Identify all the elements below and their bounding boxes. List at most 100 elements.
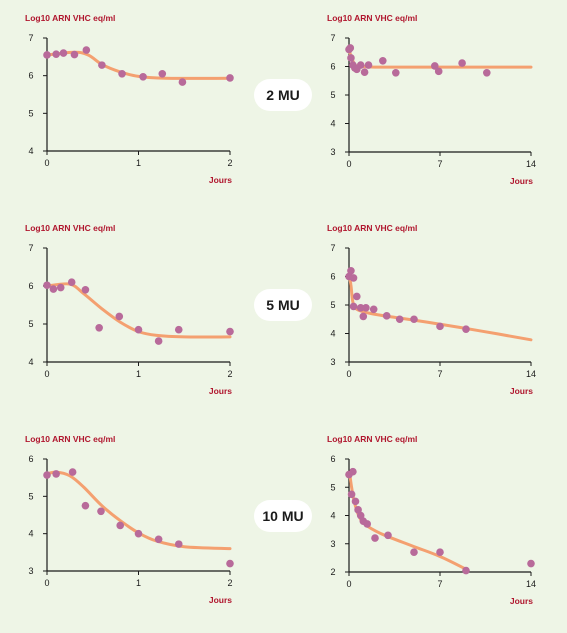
- data-point: [483, 68, 491, 77]
- data-point: [364, 61, 373, 69]
- chart-panel-1: Log10 ARN VHC eq/ml 4 5 6 7 0 1 2 Jours: [25, 13, 234, 185]
- data-point: [118, 69, 126, 78]
- data-point: [139, 72, 147, 81]
- data-point: [43, 51, 51, 59]
- data-point: [363, 520, 372, 528]
- x-tick-label: 1: [136, 158, 141, 168]
- y-tick-label: 6: [330, 62, 335, 72]
- data-point: [154, 337, 163, 345]
- data-point: [226, 327, 234, 336]
- data-point: [81, 286, 90, 294]
- y-tick-label: 6: [330, 454, 335, 464]
- y-axis-title: Log10 ARN VHC eq/ml: [327, 223, 417, 233]
- chart-panel-2: Log10 ARN VHC eq/ml 3 4 5 6 7 0 7 14 Jours: [327, 13, 536, 186]
- x-axis-label: Jours: [209, 386, 232, 396]
- x-tick-label: 14: [526, 579, 536, 589]
- data-point: [347, 490, 356, 499]
- data-point: [436, 548, 444, 557]
- y-tick-label: 3: [330, 539, 335, 549]
- y-axis-title: Log10 ARN VHC eq/ml: [327, 434, 417, 444]
- data-point: [49, 285, 58, 293]
- data-point: [68, 468, 77, 476]
- data-point: [354, 506, 362, 514]
- data-point: [115, 312, 124, 321]
- data-point: [116, 521, 124, 530]
- x-tick-label: 14: [526, 159, 536, 169]
- data-point: [527, 559, 535, 568]
- fit-curve: [45, 282, 232, 339]
- x-tick-label: 7: [437, 579, 442, 589]
- y-tick-label: 7: [28, 33, 33, 43]
- data-point: [362, 304, 370, 312]
- data-point: [410, 315, 418, 324]
- data-point: [52, 50, 60, 58]
- y-axis-title: Log10 ARN VHC eq/ml: [25, 13, 115, 23]
- data-point: [349, 467, 357, 476]
- y-tick-label: 4: [330, 329, 335, 339]
- data-point: [70, 50, 79, 59]
- data-point: [395, 315, 404, 324]
- data-point: [392, 68, 400, 77]
- data-point: [226, 74, 234, 82]
- data-point: [360, 68, 369, 76]
- chart-panel-3: Log10 ARN VHC eq/ml 4 5 6 7 0 1 2 Jours: [25, 223, 234, 396]
- chart-panel-6: Log10 ARN VHC eq/ml 2 3 4 5 6 0 7 14 Jours: [327, 434, 536, 606]
- data-point: [458, 59, 466, 67]
- x-tick-label: 2: [227, 578, 232, 588]
- data-point: [356, 304, 365, 312]
- data-point: [346, 44, 355, 52]
- data-point: [347, 54, 355, 62]
- data-point: [382, 312, 391, 320]
- y-axis-title: Log10 ARN VHC eq/ml: [327, 13, 417, 23]
- data-point: [379, 57, 387, 65]
- data-point: [353, 292, 361, 301]
- y-tick-label: 6: [28, 281, 33, 291]
- x-tick-label: 0: [44, 369, 49, 379]
- y-tick-label: 5: [28, 319, 33, 329]
- y-tick-label: 7: [330, 33, 335, 43]
- x-axis-label: Jours: [510, 596, 533, 606]
- x-tick-label: 2: [227, 369, 232, 379]
- x-tick-label: 1: [136, 578, 141, 588]
- data-point: [52, 470, 60, 478]
- dose-label-5mu: 5 MU: [254, 289, 312, 321]
- data-point: [351, 497, 360, 506]
- dose-label-10mu: 10 MU: [254, 500, 312, 532]
- x-tick-label: 0: [44, 158, 49, 168]
- data-point: [410, 548, 418, 557]
- chart-panel-4: Log10 ARN VHC eq/ml 3 4 5 6 7 0 7 14 Jours: [327, 223, 536, 396]
- data-point: [154, 535, 163, 544]
- chart-panel-5: Log10 ARN VHC eq/ml 3 4 5 6 0 1 2 Jours: [25, 434, 234, 605]
- data-point: [67, 278, 76, 287]
- y-tick-label: 3: [28, 566, 33, 576]
- data-point: [134, 529, 143, 538]
- y-tick-label: 5: [330, 300, 335, 310]
- data-point: [226, 559, 234, 568]
- data-point: [369, 305, 378, 314]
- data-point: [59, 49, 68, 57]
- data-point: [359, 312, 368, 321]
- y-tick-label: 5: [330, 482, 335, 492]
- data-point: [82, 46, 91, 54]
- y-tick-label: 4: [330, 119, 335, 129]
- x-axis-label: Jours: [510, 386, 533, 396]
- x-tick-label: 14: [526, 369, 536, 379]
- data-point: [134, 325, 143, 334]
- y-tick-label: 4: [330, 511, 335, 521]
- data-point: [95, 324, 103, 332]
- data-point: [436, 322, 444, 331]
- fit-curve: [347, 47, 533, 69]
- y-tick-label: 6: [28, 454, 33, 464]
- data-point: [98, 61, 106, 69]
- data-point: [174, 540, 183, 548]
- data-point: [462, 566, 470, 575]
- data-point: [462, 325, 470, 334]
- y-tick-label: 7: [330, 243, 335, 253]
- data-point: [356, 61, 365, 69]
- x-tick-label: 0: [346, 159, 351, 169]
- data-point: [349, 274, 358, 282]
- x-axis-label: Jours: [209, 175, 232, 185]
- y-axis-title: Log10 ARN VHC eq/ml: [25, 434, 115, 444]
- y-tick-label: 6: [28, 71, 33, 81]
- data-point: [56, 283, 65, 292]
